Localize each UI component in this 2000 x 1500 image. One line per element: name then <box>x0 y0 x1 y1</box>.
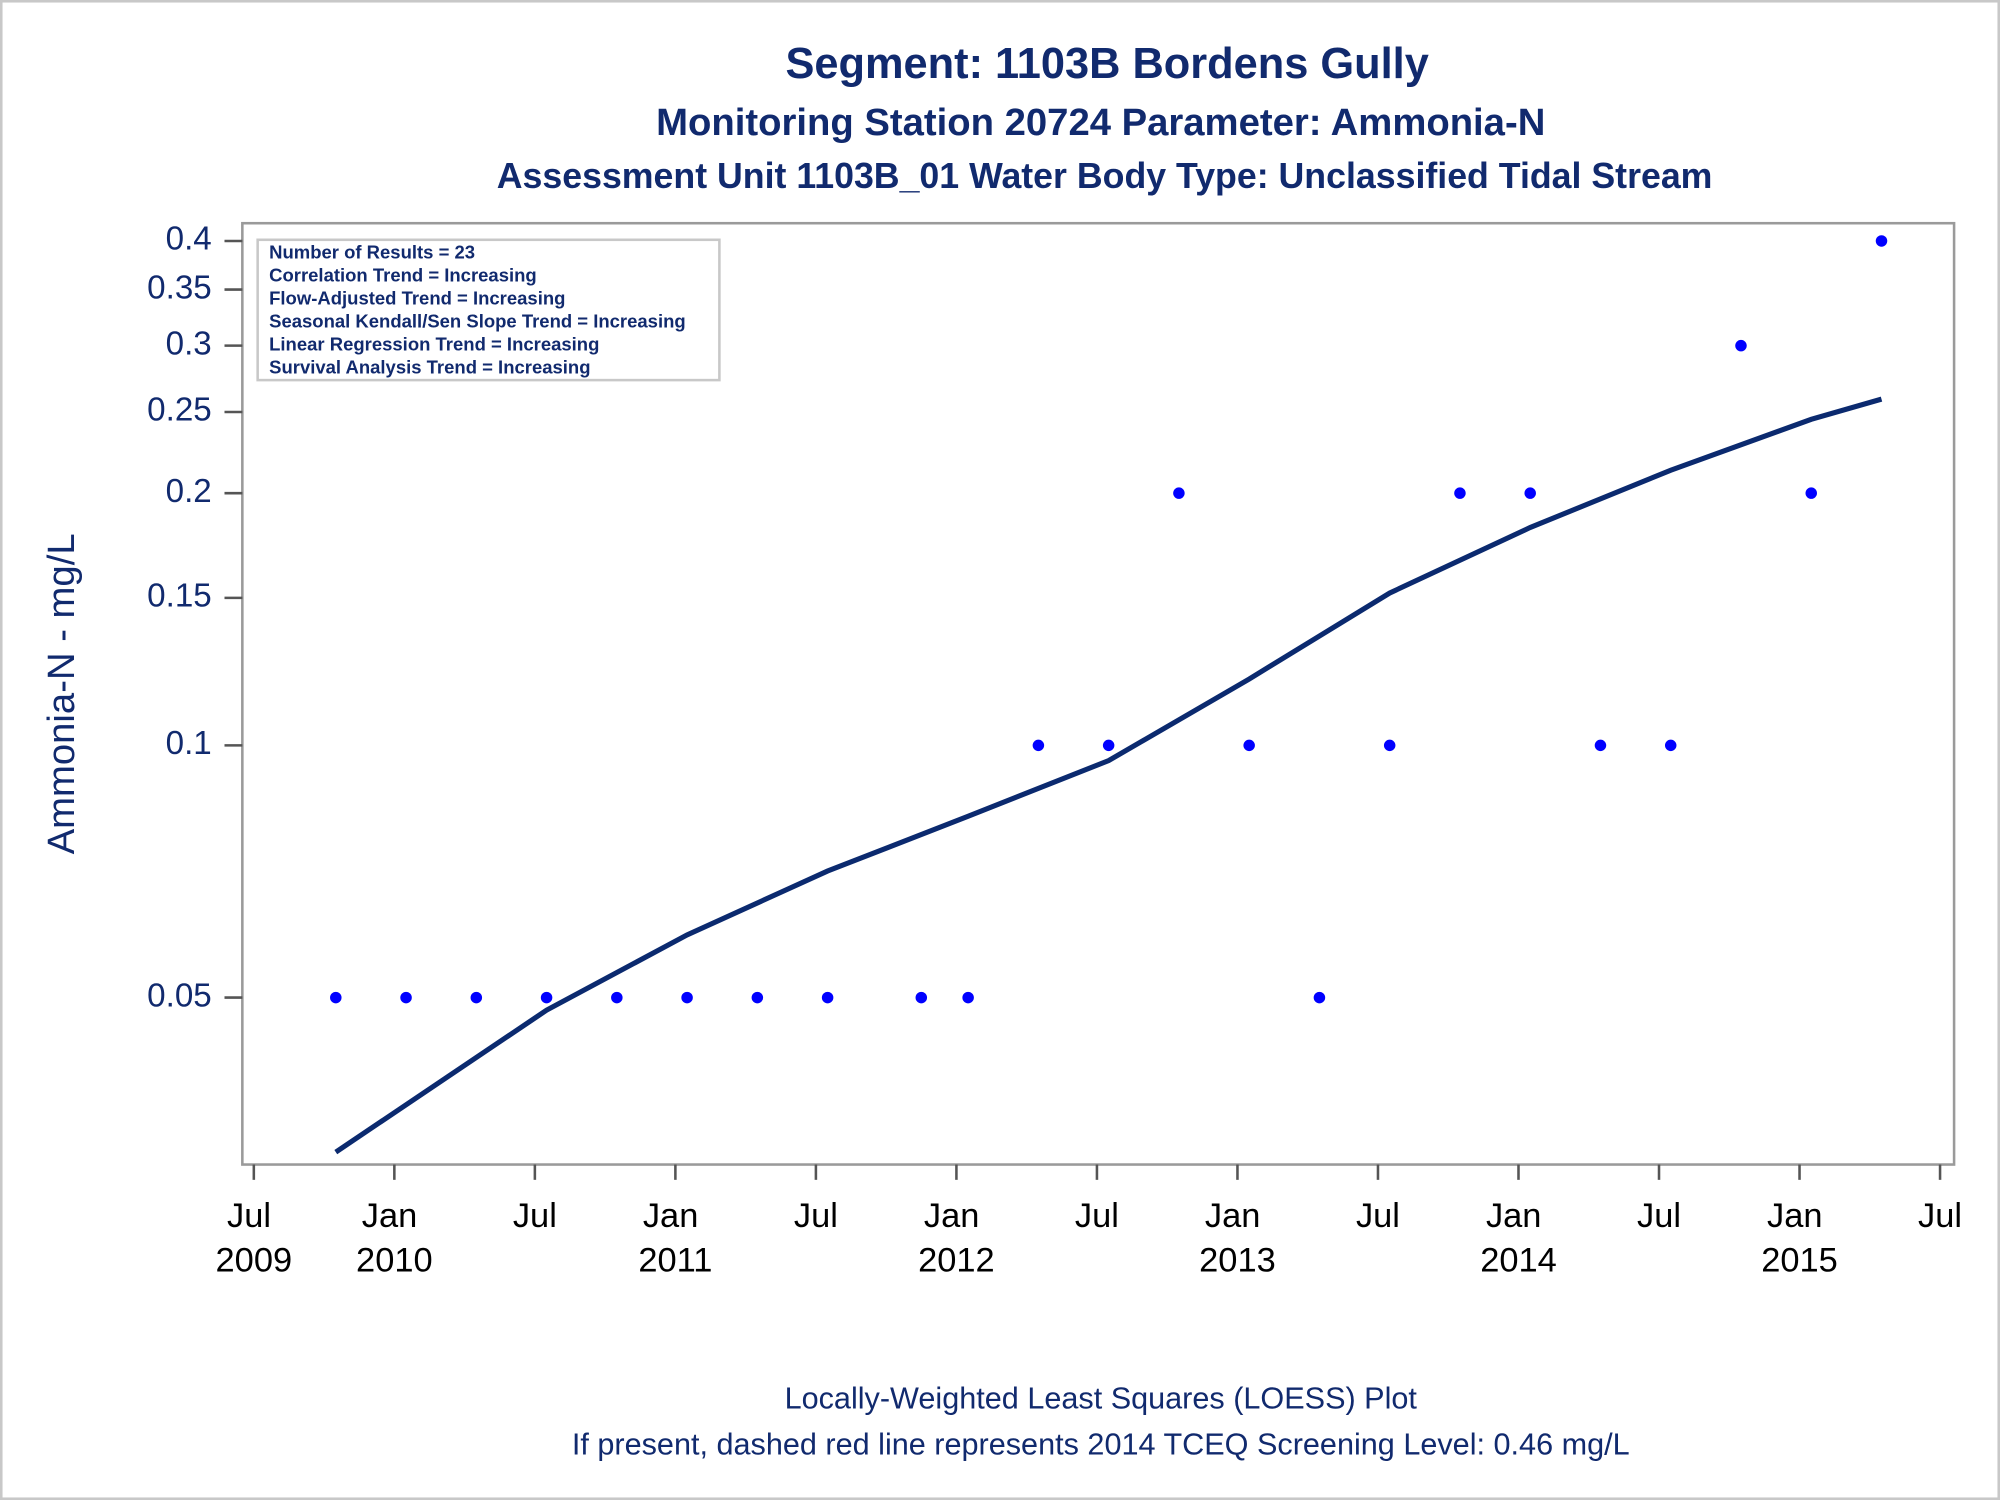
data-point <box>1664 739 1677 752</box>
data-point <box>540 991 553 1004</box>
data-point <box>1875 235 1888 247</box>
data-point <box>1102 739 1115 752</box>
stats-box <box>256 238 721 382</box>
stats-line: Survival Analysis Trend = Increasing <box>269 357 590 378</box>
x-tick-label: Jul <box>513 1197 557 1235</box>
data-point <box>1454 487 1466 499</box>
footnote: Locally-Weighted Least Squares (LOESS) P… <box>785 1382 1418 1416</box>
y-tick-label: 0.35 <box>147 269 212 306</box>
x-tick-label: Jul <box>1075 1197 1119 1235</box>
data-point <box>821 991 834 1004</box>
data-point <box>470 991 483 1004</box>
y-tick-label: 0.2 <box>166 473 212 510</box>
data-point <box>915 991 928 1004</box>
x-tick-label: Jan 2015 <box>1761 1197 1838 1280</box>
data-point <box>1735 339 1747 352</box>
stats-line: Seasonal Kendall/Sen Slope Trend = Incre… <box>269 311 686 332</box>
x-tick-label: Jul 2009 <box>216 1197 293 1280</box>
data-point <box>751 991 764 1004</box>
x-tick-label: Jan 2010 <box>356 1197 433 1280</box>
data-point <box>1313 991 1326 1004</box>
loess-line <box>334 396 1883 1155</box>
data-point <box>681 991 693 1004</box>
x-tick-label: Jul <box>794 1197 838 1235</box>
y-tick-label: 0.15 <box>147 578 212 615</box>
data-point <box>1594 739 1607 752</box>
footnote: If present, dashed red line represents 2… <box>572 1428 1630 1462</box>
y-axis-label: Ammonia-N - mg/L <box>40 533 83 854</box>
chart-subtitle: Assessment Unit 1103B_01 Water Body Type… <box>497 156 1713 196</box>
data-point <box>1032 739 1045 752</box>
data-point <box>1383 739 1396 752</box>
data-point <box>1243 739 1255 752</box>
plot-frame <box>241 221 1956 1166</box>
y-tick-label: 0.1 <box>166 725 212 762</box>
y-tick-label: 0.05 <box>147 977 212 1014</box>
y-tick-label: 0.25 <box>147 392 212 429</box>
data-point <box>330 991 342 1004</box>
data-point <box>400 991 412 1004</box>
stats-line: Linear Regression Trend = Increasing <box>269 334 599 355</box>
data-point <box>1173 487 1185 499</box>
x-tick-label: Jan 2013 <box>1199 1197 1276 1280</box>
x-tick-label: Jan 2012 <box>918 1197 995 1280</box>
x-tick-label: Jan 2011 <box>638 1197 712 1280</box>
data-point <box>1805 487 1817 499</box>
data-point <box>1524 487 1536 499</box>
y-tick-label: 0.3 <box>166 325 212 362</box>
data-point <box>962 991 974 1004</box>
x-tick-label: Jan 2014 <box>1480 1197 1557 1280</box>
chart-title: Segment: 1103B Bordens Gully <box>785 40 1428 88</box>
chart-subtitle: Monitoring Station 20724 Parameter: Ammo… <box>656 101 1545 144</box>
x-tick-label: Jul <box>1637 1197 1681 1235</box>
y-tick-label: 0.4 <box>166 221 212 258</box>
x-tick-label: Jul <box>1918 1197 1962 1235</box>
stats-line: Flow-Adjusted Trend = Increasing <box>269 288 565 309</box>
x-tick-label: Jul <box>1356 1197 1400 1235</box>
stats-line: Number of Results = 23 <box>269 242 475 263</box>
stats-line: Correlation Trend = Increasing <box>269 265 537 286</box>
data-point <box>611 991 623 1004</box>
